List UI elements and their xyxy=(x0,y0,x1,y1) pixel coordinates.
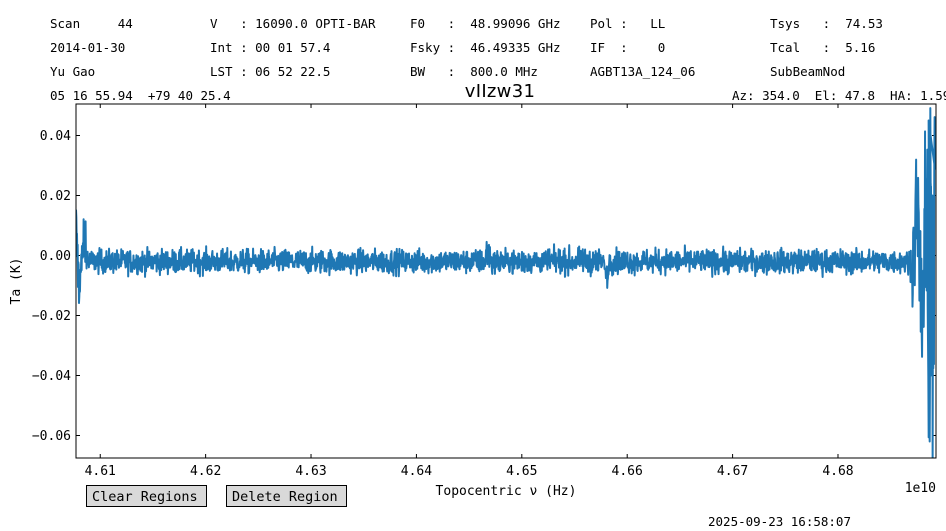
plot-frame xyxy=(75,103,937,459)
header-tsys: Tsys : 74.53 xyxy=(770,16,883,31)
header-velocity: V : 16090.0 OPTI-BAR xyxy=(210,16,376,31)
x-tick-label: 4.65 xyxy=(506,464,537,479)
y-axis-label: Ta (K) xyxy=(9,258,24,305)
y-tick-label: 0.00 xyxy=(40,249,71,264)
y-tick-label: 0.02 xyxy=(40,189,71,204)
y-tick-label: −0.04 xyxy=(32,369,71,384)
delete-region-button[interactable]: Delete Region xyxy=(226,485,347,507)
tick-layer: 4.61 4.62 4.63 4.64 4.65 4.66 4.67 4.68 0.04 0.02… xyxy=(32,104,936,479)
header-pol: Pol : LL xyxy=(590,16,666,31)
y-tick-label: −0.02 xyxy=(32,309,71,324)
x-tick-label: 4.62 xyxy=(190,464,221,479)
chart-title: vIIzw31 xyxy=(464,81,536,102)
header-tcal: Tcal : 5.16 xyxy=(770,40,876,55)
header-coords: 05 16 55.94 +79 40 25.4 xyxy=(50,88,231,103)
x-axis-label: Topocentric ν (Hz) xyxy=(436,484,577,499)
header-integration: Int : 00 01 57.4 xyxy=(210,40,331,55)
y-tick-label: 0.04 xyxy=(40,129,71,144)
x-tick-label: 4.67 xyxy=(717,464,748,479)
series-layer xyxy=(76,107,936,458)
header-lst: LST : 06 52 22.5 xyxy=(210,64,331,79)
timestamp: 2025-09-23 16:58:07 xyxy=(708,514,851,529)
header-procedure: SubBeamNod xyxy=(770,64,846,79)
x-tick-label: 4.68 xyxy=(822,464,853,479)
spectrum-line xyxy=(76,107,936,458)
header-azel: Az: 354.0 El: 47.8 HA: 1.59 xyxy=(732,88,946,103)
header-date: 2014-01-30 xyxy=(50,40,126,55)
header-project: AGBT13A_124_06 xyxy=(590,64,696,79)
x-tick-label: 4.63 xyxy=(295,464,326,479)
header-if: IF : 0 xyxy=(590,40,666,55)
x-tick-label: 4.66 xyxy=(612,464,643,479)
x-tick-label: 4.64 xyxy=(401,464,432,479)
header-fsky: Fsky : 46.49335 GHz xyxy=(410,40,561,55)
x-axis-offset-label: 1e10 xyxy=(905,481,936,496)
clear-regions-button[interactable]: Clear Regions xyxy=(86,485,207,507)
header-bw: BW : 800.0 MHz xyxy=(410,64,538,79)
header-observer: Yu Gao xyxy=(50,64,96,79)
x-tick-label: 4.61 xyxy=(85,464,116,479)
y-tick-label: −0.06 xyxy=(32,429,71,444)
header-f0: F0 : 48.99096 GHz xyxy=(410,16,561,31)
header-scan: Scan 44 xyxy=(50,16,133,31)
